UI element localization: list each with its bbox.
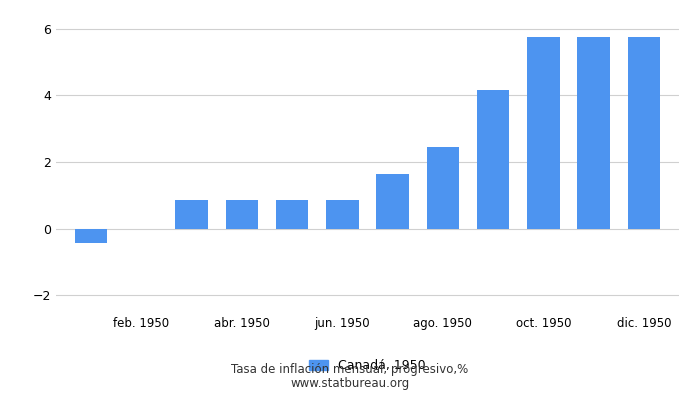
Bar [527,37,560,229]
Text: www.statbureau.org: www.statbureau.org [290,378,410,390]
Bar [578,37,610,229]
Bar [377,174,409,229]
Bar [326,200,358,229]
Bar [426,147,459,229]
Bar [75,229,108,243]
Bar [225,200,258,229]
Text: Tasa de inflación mensual, progresivo,%: Tasa de inflación mensual, progresivo,% [232,364,468,376]
Bar [477,90,510,229]
Legend: Canadá, 1950: Canadá, 1950 [304,354,430,377]
Bar [276,200,309,229]
Bar [627,37,660,229]
Bar [175,200,208,229]
